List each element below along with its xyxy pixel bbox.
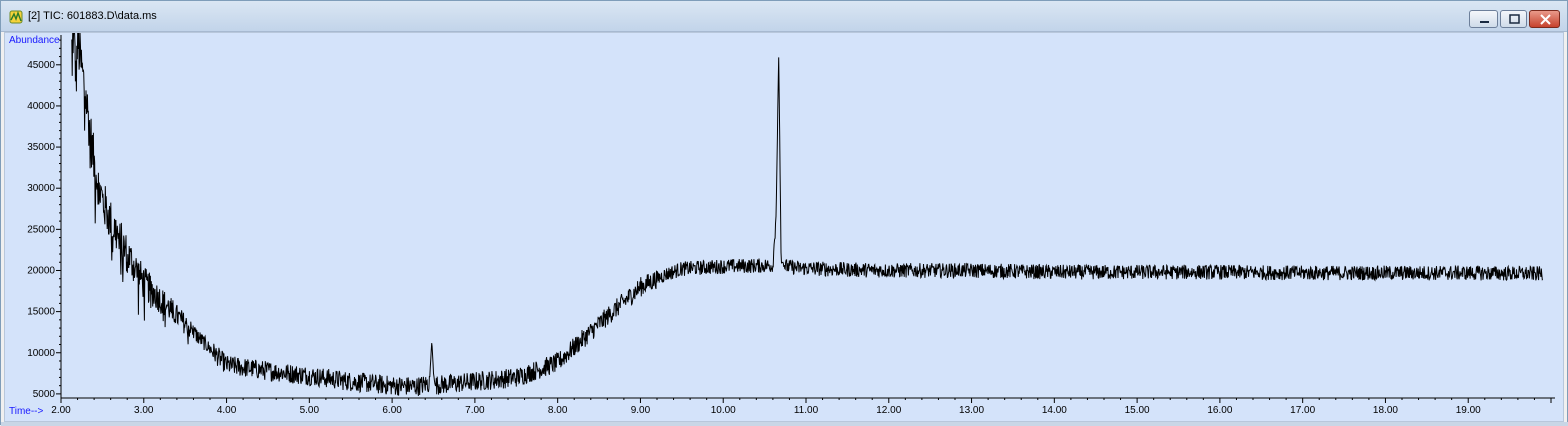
x-tick-label: 6.00 [382,405,402,416]
y-tick-label: 15000 [27,307,55,318]
x-tick-label: 11.00 [794,405,819,416]
x-tick-label: 18.00 [1373,405,1398,416]
x-axis-label: Time--> [9,406,44,417]
x-tick-label: 19.00 [1456,405,1481,416]
status-strip [1,422,1568,426]
minimize-button[interactable] [1469,10,1498,28]
x-tick-label: 16.00 [1207,405,1232,416]
close-button[interactable] [1529,10,1560,28]
x-tick-label: 7.00 [465,405,485,416]
x-tick-label: 17.00 [1290,405,1315,416]
tic-chart[interactable]: 5000 10000 15000 20000 25000 30000 35000 40000 4… [5,33,1563,421]
y-tick-label: 40000 [27,101,55,112]
y-tick-label: 10000 [27,348,55,359]
x-tick-label: 12.00 [876,405,901,416]
x-tick-label: 2.00 [51,405,71,416]
y-tick-label: 30000 [27,183,55,194]
chromatogram-plot[interactable]: 5000 10000 15000 20000 25000 30000 35000 40000 4… [4,32,1564,422]
x-tick-label: 15.00 [1125,405,1150,416]
y-tick-label: 35000 [27,142,55,153]
maximize-button[interactable] [1500,10,1527,28]
x-tick-label: 3.00 [134,405,154,416]
y-tick-label: 45000 [27,60,55,71]
tic-trace-line [71,33,1544,396]
x-tick-label: 9.00 [631,405,651,416]
close-icon [1540,14,1551,25]
y-tick-label: 25000 [27,224,55,235]
x-tick-label: 14.00 [1042,405,1067,416]
y-tick-label: 20000 [27,265,55,276]
x-tick-label: 5.00 [300,405,320,416]
x-tick-label: 4.00 [217,405,237,416]
title-bar[interactable]: [2] TIC: 601883.D\data.ms [1,1,1567,32]
x-tick-label: 8.00 [548,405,568,416]
y-axis-label: Abundance [9,35,60,46]
window-title: [2] TIC: 601883.D\data.ms [28,10,157,22]
chromatogram-app-icon [9,10,23,24]
y-tick-label: 5000 [33,389,56,400]
minimize-icon [1480,21,1489,23]
x-tick-label: 10.00 [711,405,736,416]
x-tick-label: 13.00 [959,405,984,416]
maximize-icon [1509,14,1520,24]
